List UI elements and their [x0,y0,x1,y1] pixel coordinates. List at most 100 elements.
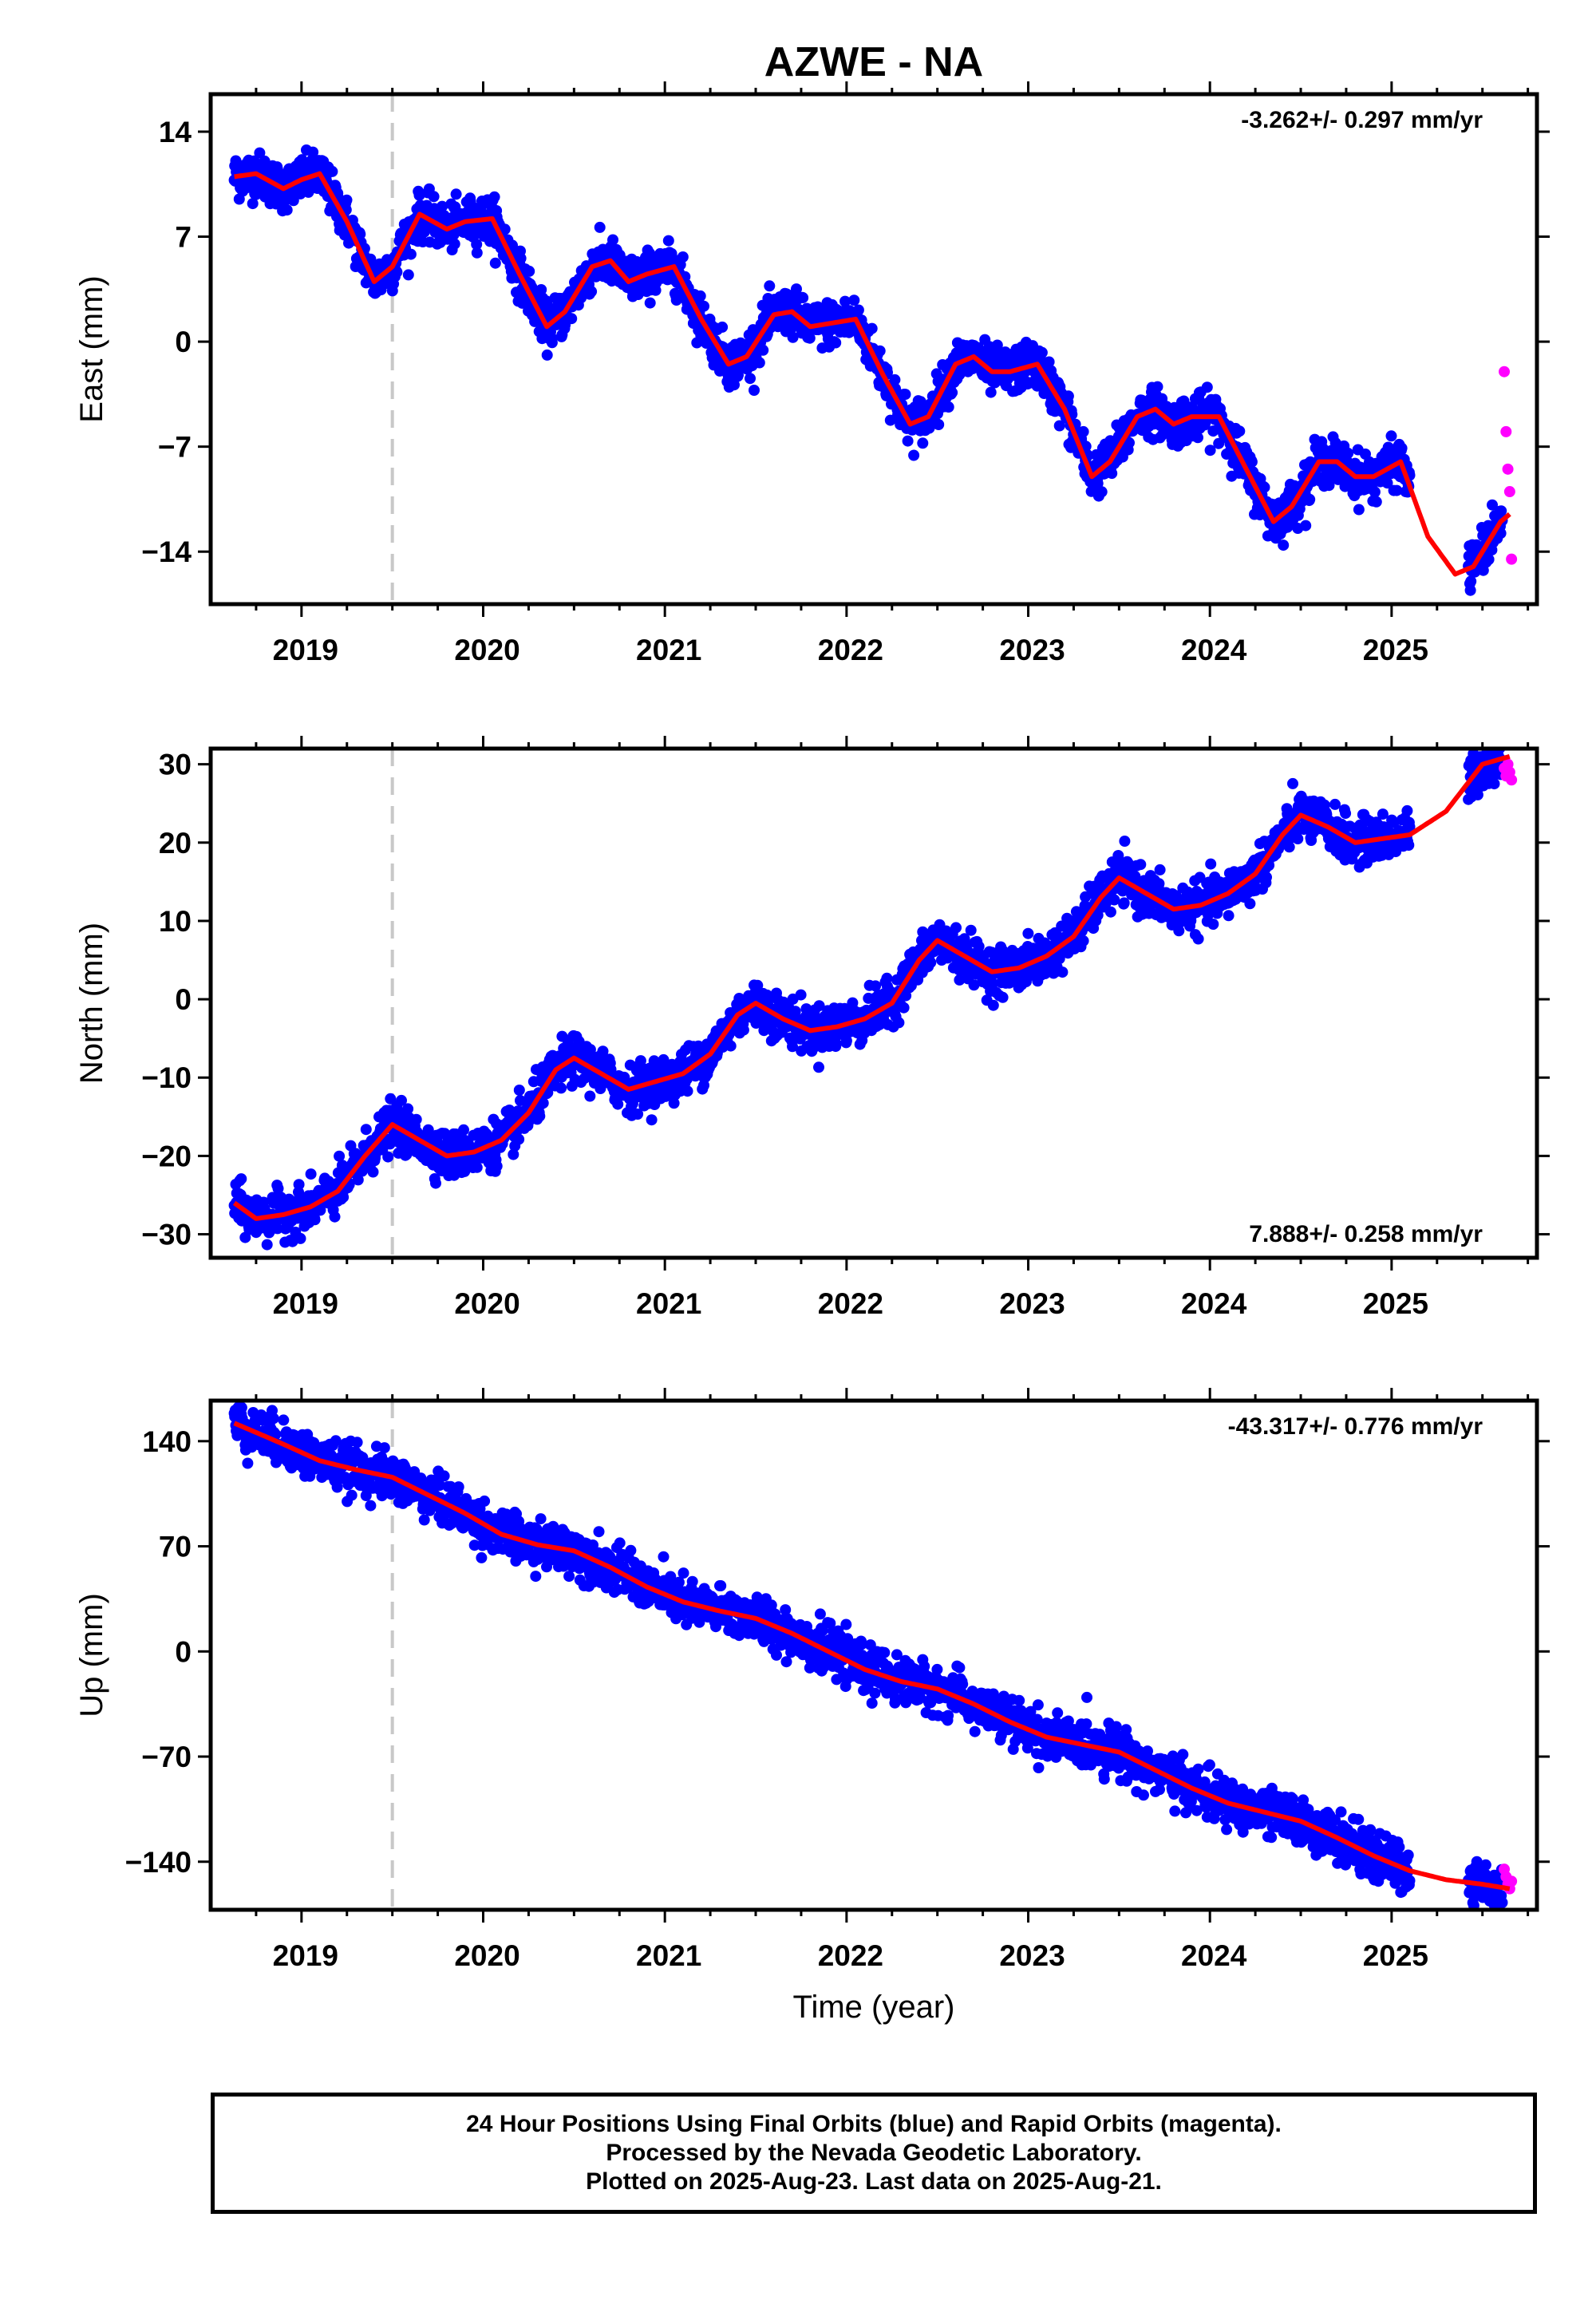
final-point [1213,437,1225,449]
final-point [488,191,500,203]
final-point [360,1124,372,1136]
final-point [294,1232,306,1244]
final-point [594,221,606,233]
final-point [1464,584,1476,596]
y-tick-label: 0 [175,983,192,1016]
final-point [1205,858,1217,870]
final-point [668,1097,680,1109]
final-point [874,345,886,357]
final-point [965,924,977,936]
final-point [491,1160,503,1172]
final-point [1106,468,1118,480]
final-point [422,1124,434,1136]
final-point [804,332,816,344]
final-point [677,251,689,263]
final-point [1204,445,1216,456]
final-point [800,1003,812,1015]
final-point [644,297,656,309]
final-point [607,234,618,246]
final-point [1278,539,1290,551]
final-point [402,269,414,281]
final-point [1323,480,1335,492]
final-point [1192,432,1203,444]
final-point [612,1098,624,1110]
final-point [535,284,547,295]
final-point [1244,898,1256,910]
final-point [1465,575,1477,587]
final-point [1154,864,1166,875]
final-point [1077,935,1089,947]
final-point [646,1114,658,1126]
final-point [968,979,980,991]
final-point [1261,871,1272,883]
final-point [307,146,319,158]
final-point [1377,808,1389,820]
final-point [737,1024,749,1036]
final-point [848,294,860,306]
final-point [271,1223,283,1235]
final-point [541,349,553,361]
final-point [537,1097,549,1109]
final-point [813,1061,824,1073]
x-tick-label: 2021 [636,634,701,666]
final-point [334,1150,346,1162]
final-point [632,289,644,300]
final-point [1353,504,1365,516]
final-point [889,373,901,385]
final-point [1077,425,1089,437]
final-point [946,386,958,398]
final-point [1153,878,1165,890]
y-tick-label: 7 [175,221,192,254]
y-tick-label: −10 [141,1061,192,1094]
final-point [1036,346,1048,358]
final-point [1062,390,1074,402]
x-tick-label: 2022 [818,634,883,666]
final-point [694,290,706,302]
final-point [1385,430,1397,442]
final-point [1404,821,1416,832]
final-point [1391,484,1403,496]
final-point [852,304,864,316]
y-tick-label: 14 [159,116,192,148]
final-point [1192,933,1204,945]
y-tick-label: 0 [175,326,192,358]
final-point [254,147,266,159]
final-point [534,1110,546,1122]
final-point [597,1045,609,1057]
plot-frame [208,92,1539,607]
final-point [450,188,462,200]
rapid-point [1506,774,1518,786]
final-point [584,1090,596,1102]
x-tick-label: 2020 [454,634,519,666]
final-point [973,940,985,952]
final-point [261,1239,273,1251]
final-point [396,1094,407,1106]
final-point [513,1085,525,1096]
final-point [954,974,966,986]
final-point [448,238,460,250]
final-point [1369,486,1381,498]
final-point [341,194,353,206]
final-point [787,331,799,343]
final-point [1300,520,1312,532]
y-tick-label: 20 [159,827,192,860]
model-curve [233,171,1511,577]
y-tick-label: −30 [141,1219,192,1251]
final-point [813,1000,825,1012]
model-curve [232,753,1511,1221]
final-point [991,339,1003,351]
final-point [1401,804,1413,816]
final-point [1287,777,1298,789]
final-point [1342,447,1354,459]
final-point [235,1173,247,1185]
final-point [428,191,440,203]
final-point [1340,808,1352,820]
final-point [1258,481,1270,493]
final-point [840,1035,852,1047]
x-tick-label: 2025 [1363,634,1428,666]
final-point [508,1148,519,1160]
final-point [1246,456,1258,468]
